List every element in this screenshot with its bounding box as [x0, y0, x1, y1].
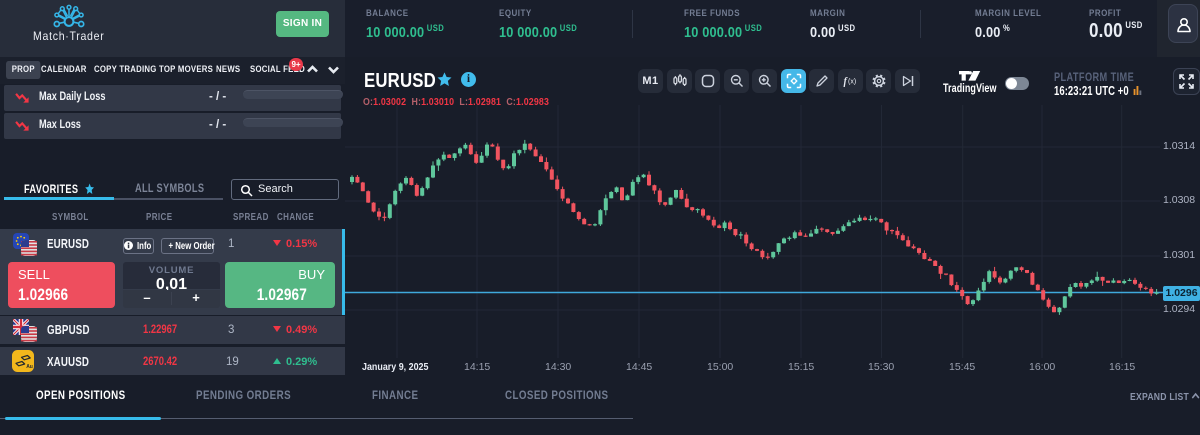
svg-text:f: f — [843, 77, 848, 88]
svg-text:(x): (x) — [848, 79, 856, 86]
svg-text:Au: Au — [26, 364, 33, 370]
